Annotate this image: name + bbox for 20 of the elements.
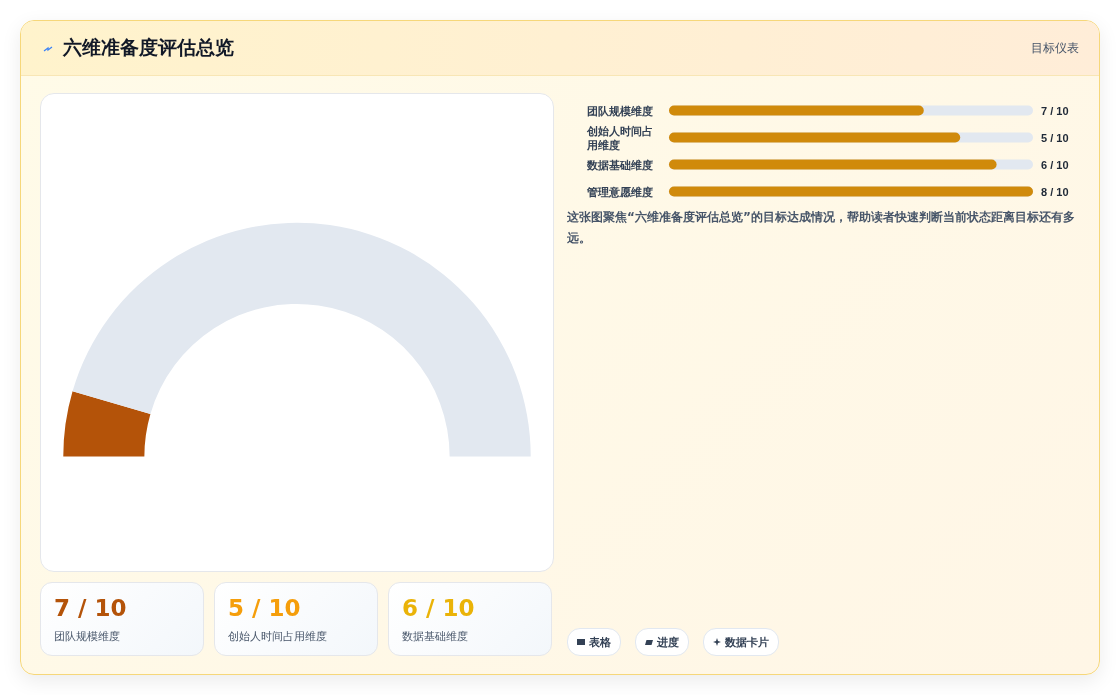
y-tick-label: 管理意愿维度 <box>586 185 653 198</box>
text: 5 / 10 <box>1041 131 1069 144</box>
text: 数据基础维度 <box>402 629 468 644</box>
text: 表格 <box>589 634 611 650</box>
y-tick-label: 团队规模维度 <box>587 104 653 117</box>
text: 6 / 10 <box>402 595 475 621</box>
text: 数据卡片 <box>725 634 769 650</box>
text: 进度 <box>657 634 679 650</box>
y-tick-label: 数据基础维度 <box>586 158 653 171</box>
text: 团队规模维度 <box>54 629 120 644</box>
text: 7 / 10 <box>1041 104 1069 117</box>
text: 7 / 10 <box>54 595 127 621</box>
text: 6 / 10 <box>1041 158 1069 171</box>
text: 目标仪表 <box>1031 40 1079 57</box>
text: 创始人时间占用维度 <box>228 629 327 644</box>
text: 这张图聚焦“六维准备度评估总览”的目标达成情况，帮助读者快速判断当前状态距离目标还有多远。 <box>567 209 1076 247</box>
text: 5 / 10 <box>228 595 301 621</box>
y-tick-label: 创始人时间占用维度 <box>586 124 653 151</box>
text: 8 / 10 <box>1041 185 1069 198</box>
text: 六维准备度评估总览 <box>63 35 234 60</box>
